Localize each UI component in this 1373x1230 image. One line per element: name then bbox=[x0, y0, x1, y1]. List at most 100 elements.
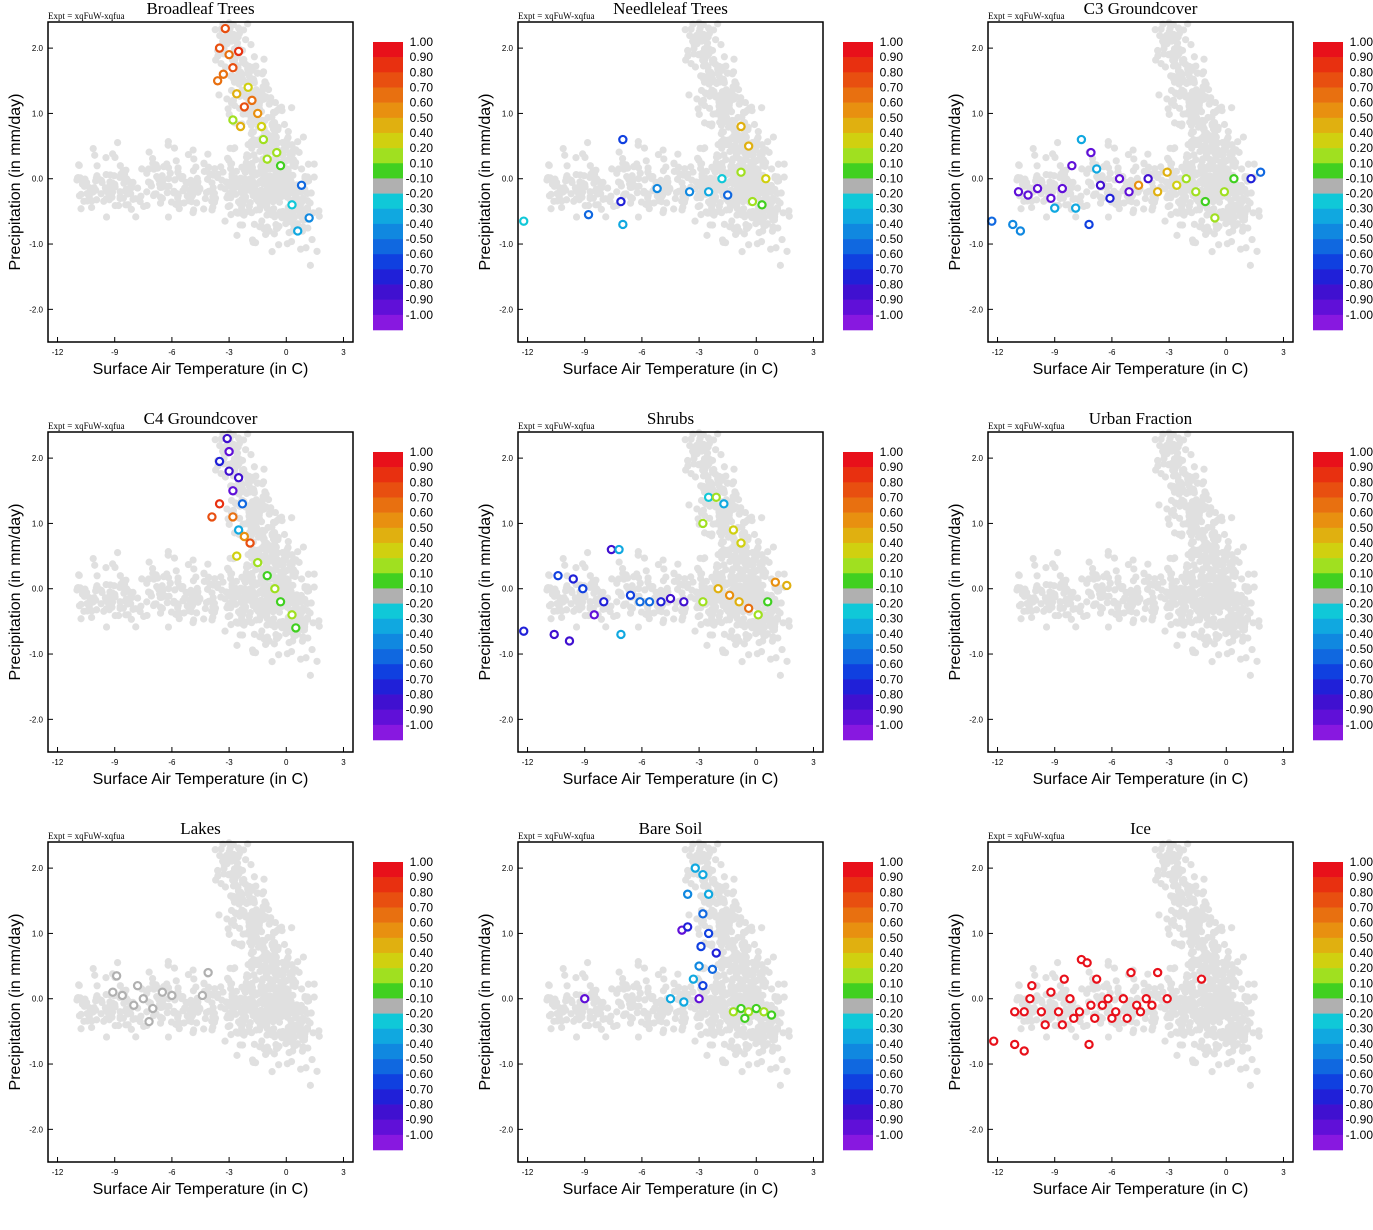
background-point bbox=[91, 152, 98, 159]
colorbar-label: -0.70 bbox=[406, 672, 434, 686]
background-point bbox=[1038, 600, 1045, 607]
background-point bbox=[282, 630, 289, 637]
background-point bbox=[1178, 164, 1185, 171]
background-point bbox=[730, 68, 737, 75]
background-point bbox=[705, 121, 712, 128]
data-point bbox=[246, 539, 253, 546]
background-point bbox=[227, 161, 234, 168]
data-point bbox=[617, 631, 624, 638]
background-point bbox=[298, 165, 305, 172]
colorbar-label: -0.30 bbox=[406, 612, 434, 626]
background-point bbox=[702, 618, 709, 625]
background-point bbox=[232, 618, 239, 625]
colorbar-label: 0.70 bbox=[880, 80, 904, 94]
background-point bbox=[708, 599, 715, 606]
background-point bbox=[671, 168, 678, 175]
background-point bbox=[685, 91, 692, 98]
background-point bbox=[237, 631, 244, 638]
data-point bbox=[737, 123, 744, 130]
background-point bbox=[286, 151, 293, 158]
background-point bbox=[623, 571, 630, 578]
background-point bbox=[233, 642, 240, 649]
data-point bbox=[1154, 188, 1161, 195]
background-point bbox=[239, 57, 246, 64]
background-point bbox=[316, 623, 323, 630]
colorbar-swatch bbox=[373, 224, 403, 239]
background-point bbox=[106, 606, 113, 613]
data-point bbox=[220, 71, 227, 78]
background-point bbox=[775, 571, 782, 578]
background-point bbox=[682, 436, 689, 443]
background-point bbox=[717, 41, 724, 48]
colorbar-label: 0.80 bbox=[880, 475, 904, 489]
background-point bbox=[560, 145, 567, 152]
background-point bbox=[736, 156, 743, 163]
x-axis-label: Surface Air Temperature (in C) bbox=[1033, 361, 1249, 378]
background-point bbox=[739, 198, 746, 205]
background-point bbox=[1144, 151, 1151, 158]
x-tick-label: -3 bbox=[696, 348, 704, 357]
data-point bbox=[745, 142, 752, 149]
background-point bbox=[712, 446, 719, 453]
background-point bbox=[544, 174, 551, 181]
background-point bbox=[756, 151, 763, 158]
background-point bbox=[660, 577, 667, 584]
background-point bbox=[202, 195, 209, 202]
background-point bbox=[745, 182, 752, 189]
background-point bbox=[232, 208, 239, 215]
background-point bbox=[1111, 144, 1118, 151]
background-point bbox=[212, 26, 219, 33]
background-point bbox=[730, 56, 737, 63]
chart-title: Urban Fraction bbox=[1089, 409, 1193, 428]
background-point bbox=[137, 193, 144, 200]
background-point bbox=[271, 119, 278, 126]
data-point bbox=[551, 631, 558, 638]
background-point bbox=[195, 189, 202, 196]
background-point bbox=[103, 623, 110, 630]
background-point bbox=[1148, 616, 1155, 623]
background-point bbox=[209, 598, 216, 605]
background-point bbox=[260, 68, 267, 75]
background-point bbox=[1165, 51, 1172, 58]
colorbar-label: 0.10 bbox=[410, 566, 434, 580]
x-tick-label: 3 bbox=[811, 758, 816, 767]
background-point bbox=[238, 574, 245, 581]
data-point bbox=[292, 624, 299, 631]
background-point bbox=[81, 593, 88, 600]
colorbar-label: 0.90 bbox=[880, 50, 904, 64]
colorbar-label: -0.80 bbox=[1346, 278, 1373, 292]
background-point bbox=[88, 614, 95, 621]
background-point bbox=[774, 204, 781, 211]
background-point bbox=[275, 241, 282, 248]
background-point bbox=[546, 162, 553, 169]
background-point bbox=[1226, 151, 1233, 158]
background-point bbox=[740, 176, 747, 183]
colorbar-label: 0.70 bbox=[410, 490, 434, 504]
background-point bbox=[719, 646, 726, 653]
background-point bbox=[774, 173, 781, 180]
background-point bbox=[238, 189, 245, 196]
background-point bbox=[553, 190, 560, 197]
background-point bbox=[281, 531, 288, 538]
colorbar-swatch bbox=[843, 725, 873, 740]
background-point bbox=[1209, 198, 1216, 205]
background-point bbox=[629, 177, 636, 184]
data-point bbox=[254, 110, 261, 117]
background-point bbox=[1182, 36, 1189, 43]
background-point bbox=[208, 589, 215, 596]
background-point bbox=[1173, 232, 1180, 239]
background-point bbox=[744, 549, 751, 556]
background-point bbox=[249, 588, 256, 595]
background-point bbox=[579, 598, 586, 605]
background-point bbox=[703, 232, 710, 239]
data-point bbox=[216, 458, 223, 465]
x-tick-label: -9 bbox=[581, 348, 589, 357]
colorbar-swatch bbox=[1313, 103, 1343, 118]
colorbar-label: 0.20 bbox=[880, 141, 904, 155]
background-point bbox=[250, 128, 257, 135]
colorbar-swatch bbox=[843, 224, 873, 239]
data-point bbox=[233, 552, 240, 559]
colorbar-label: 0.70 bbox=[880, 490, 904, 504]
